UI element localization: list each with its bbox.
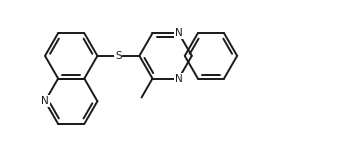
Text: N: N bbox=[41, 96, 49, 106]
Text: N: N bbox=[175, 74, 183, 84]
Text: N: N bbox=[175, 28, 183, 38]
Text: S: S bbox=[115, 51, 121, 61]
